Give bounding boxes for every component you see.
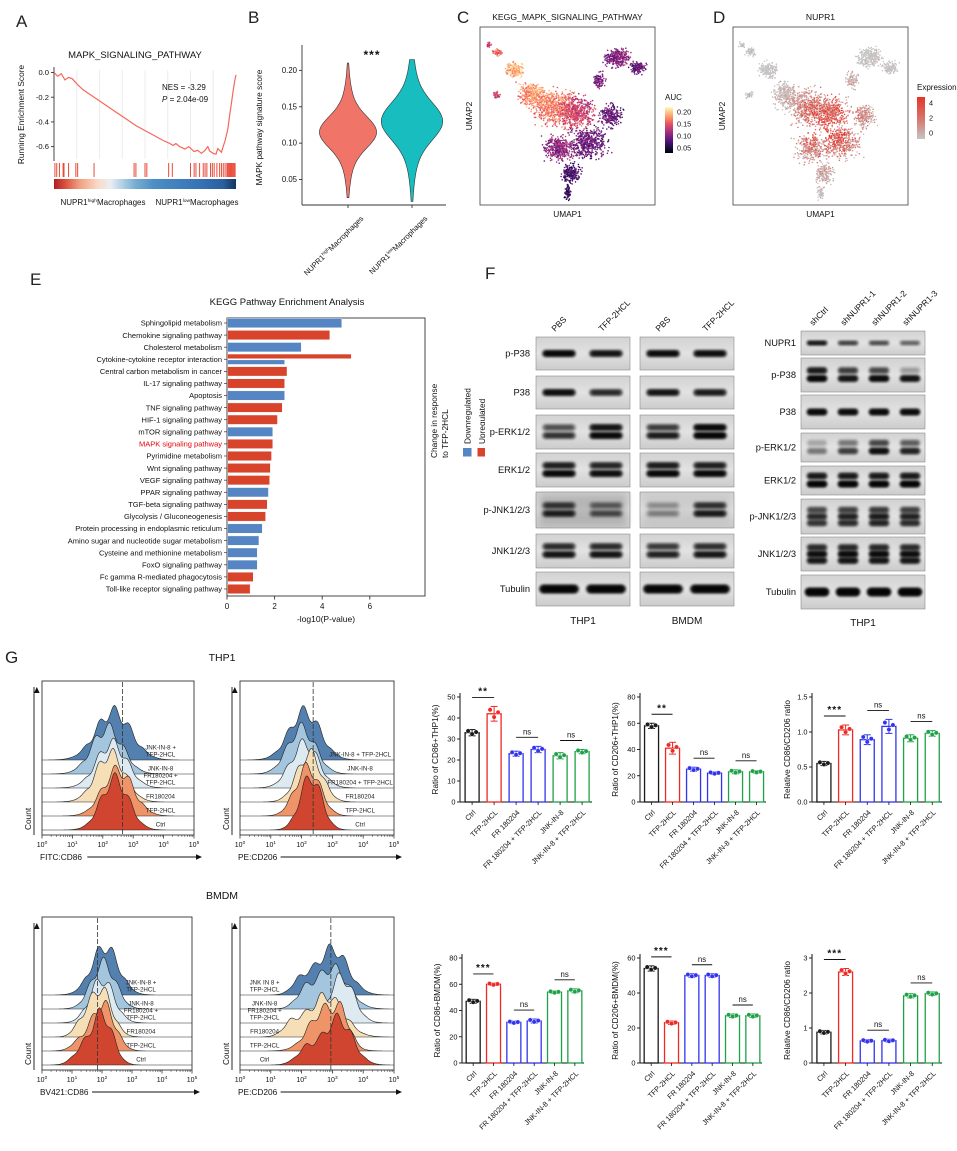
western-blots: PBS TFP-2HCL PBS TFP-2HCLp-P38P38p-ERK1/2ER… (483, 288, 939, 629)
svg-text:0.20: 0.20 (282, 66, 298, 75)
umap-expression-points (737, 41, 901, 201)
svg-text:NES = -3.29: NES = -3.29 (162, 83, 206, 92)
panel-f-label: F (485, 264, 496, 283)
svg-text:-0.4: -0.4 (36, 118, 49, 127)
panel-g-label: G (5, 648, 19, 667)
panel-b-label: B (248, 8, 260, 27)
svg-text:***: *** (363, 48, 380, 62)
panel-a-label: A (16, 12, 28, 31)
svg-text:NUPR1: NUPR1 (806, 12, 835, 22)
umap-auc-points (486, 41, 648, 202)
bmdm-row-title: BMDM (206, 890, 238, 902)
violin-content: MAPK pathway signature score 0.20 0.15 0.10… (254, 45, 446, 277)
svg-text:NUPR1lowMacrophages: NUPR1lowMacrophages (367, 214, 429, 276)
umap-auc-plot: KEGG_MAPK_SIGNALING_PATHWAY UMAP2 UMAP1 AUC… (464, 12, 691, 219)
svg-text:AUC: AUC (665, 93, 682, 102)
svg-text:0.05: 0.05 (677, 144, 691, 153)
gsea-content: MAPK_SIGNALING_PATHWAY Running Enrichment… (16, 50, 239, 207)
umap-auc: KEGG_MAPK_SIGNALING_PATHWAY UMAP2 UMAP1 AUC… (464, 12, 691, 219)
svg-text:UMAP2: UMAP2 (464, 101, 474, 130)
svg-text:0.0: 0.0 (38, 68, 49, 77)
gsea-title: MAPK_SIGNALING_PATHWAY (68, 50, 202, 61)
svg-text:P = 2.04e-09: P = 2.04e-09 (162, 95, 209, 104)
panel-d-label: D (713, 8, 726, 27)
svg-text:UMAP1: UMAP1 (806, 209, 835, 219)
svg-text:0.10: 0.10 (677, 132, 691, 141)
blots-content: PBS TFP-2HCL PBS TFP-2HCLp-P38P38p-ERK1/2ER… (483, 288, 939, 629)
svg-text:-0.6: -0.6 (36, 142, 49, 151)
svg-text:KEGG_MAPK_SIGNALING_PATHWAY: KEGG_MAPK_SIGNALING_PATHWAY (492, 12, 643, 22)
svg-text:Running Enrichment Score: Running Enrichment Score (16, 65, 26, 165)
svg-text:-0.2: -0.2 (36, 93, 49, 102)
svg-text:NUPR1highMacrophages: NUPR1highMacrophages (302, 214, 366, 277)
panel-c-label: C (457, 8, 470, 27)
svg-text:0.10: 0.10 (282, 139, 298, 148)
svg-text:0.15: 0.15 (677, 119, 691, 128)
panel-e-label: E (30, 270, 42, 289)
svg-text:NUPR1lowMacrophages: NUPR1lowMacrophages (155, 198, 238, 207)
violin-plot: MAPK pathway signature score 0.20 0.15 0.10… (254, 45, 446, 277)
svg-text:UMAP2: UMAP2 (717, 101, 727, 130)
svg-text:0.20: 0.20 (677, 107, 691, 116)
svg-text:MAPK pathway signature score: MAPK pathway signature score (254, 69, 264, 185)
svg-text:0.15: 0.15 (282, 102, 298, 111)
gsea-enrichment-plot: MAPK_SIGNALING_PATHWAY Running Enrichment… (16, 50, 239, 207)
svg-text:0.05: 0.05 (282, 175, 298, 184)
svg-text:UMAP1: UMAP1 (553, 209, 582, 219)
thp1-row-title: THP1 (209, 652, 236, 664)
svg-text:NUPR1highMacrophages: NUPR1highMacrophages (61, 198, 146, 207)
